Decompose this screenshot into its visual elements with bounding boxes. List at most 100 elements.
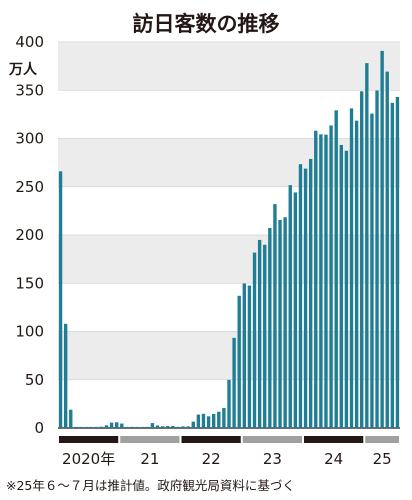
y-tick-label: 350 [15,81,44,99]
y-tick-label: 0 [34,419,44,437]
bar [135,426,139,428]
bar [109,422,114,428]
bar [237,295,241,428]
bar [308,158,313,428]
bar [222,408,226,428]
bar [201,413,206,428]
bar [283,217,287,428]
y-axis-ticks: 0 50 100 150 200 250 300 350 400 [15,33,44,437]
source-note: ※25年６～７月は推計値。政府観光局資料に基づく [6,478,295,493]
year-label: 22 [202,450,221,468]
bar [166,425,170,428]
chart-title: 訪日客数の推移 [133,12,280,36]
bar [247,285,252,428]
bar [115,422,119,428]
year-bands [59,436,399,443]
bar [191,421,195,428]
bar [176,426,180,428]
grid-band [58,331,400,380]
bar [395,97,400,428]
bar [268,227,272,428]
bar [89,426,93,428]
y-tick-label: 50 [25,371,44,389]
bar [227,379,231,428]
year-band [59,436,119,443]
bar [130,426,134,428]
bar [288,185,292,428]
bar [181,426,185,428]
bar [232,337,236,428]
bar [319,134,323,428]
y-tick-label: 300 [15,130,44,148]
y-tick-label: 150 [15,274,44,292]
grid-band [58,235,400,284]
bar [257,239,262,428]
bars [58,50,400,429]
bar [324,134,328,428]
bar [94,426,98,428]
bar [104,425,109,428]
bar [385,71,389,428]
bar [278,219,282,428]
year-label: 21 [140,450,159,468]
bar [150,423,155,428]
bar [365,63,369,428]
bar [125,426,129,428]
year-label: 2020年 [62,450,115,468]
bar [354,120,359,429]
grid-band [58,138,400,187]
bar [217,411,221,428]
bar [252,252,257,428]
year-labels: 2020年 21 22 23 24 25 [62,450,392,468]
bar [370,113,374,428]
bar [339,144,343,428]
year-band [365,436,399,443]
bar [303,168,308,429]
year-band [304,436,364,443]
bar [242,283,246,428]
bar [160,426,165,428]
year-label: 23 [263,450,282,468]
bar [79,426,83,428]
bar [120,423,124,428]
bar [186,426,190,428]
grid [58,41,400,429]
bar [69,409,73,428]
year-band [242,436,303,443]
bar [329,125,333,428]
bar [375,90,379,428]
y-tick-label: 100 [15,323,44,341]
bar [349,108,354,428]
bar [334,110,338,428]
year-label: 24 [324,450,343,468]
y-axis-label: 万人 [8,61,38,78]
bar [74,426,78,428]
bar [380,50,384,428]
year-band [120,436,180,443]
bar [273,204,277,428]
bar [293,192,298,428]
year-band [181,436,241,443]
grid-band [58,42,400,91]
bar [314,130,318,428]
bar [212,414,216,428]
bar [206,416,211,428]
y-tick-label: 400 [15,33,44,51]
year-label: 25 [373,450,392,468]
bar [263,244,267,428]
bar [99,426,104,428]
bar [171,425,175,428]
bar [140,426,144,428]
bar [344,150,349,428]
bar [360,91,364,428]
bar [84,426,88,428]
bar [58,171,63,428]
y-tick-label: 250 [15,178,44,196]
bar [196,414,201,428]
bar [63,323,68,428]
bar [298,164,303,429]
bar [155,425,160,428]
bar [145,426,150,428]
bar [390,102,395,429]
